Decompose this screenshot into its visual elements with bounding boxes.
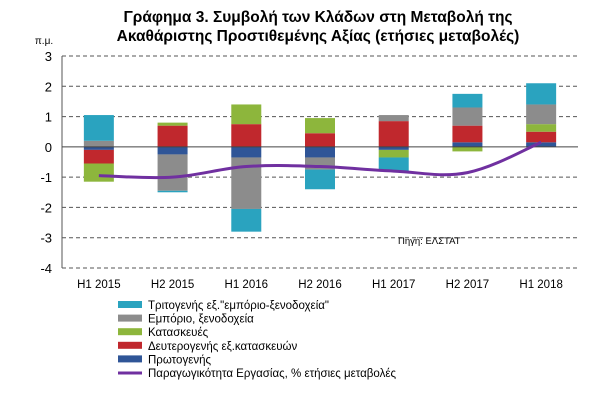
bar-segment <box>83 149 114 164</box>
bar-segment <box>83 146 114 150</box>
line-series <box>98 140 542 180</box>
productivity-line <box>98 140 542 180</box>
axes: -4 -3 -2 -1 0 1 2 3 H1 2015 H2 2015 H1 2016 H2 2016… <box>40 49 578 291</box>
y-tick-label: -3 <box>40 231 52 246</box>
bar-segment <box>452 125 483 143</box>
y-tick-label: 3 <box>45 49 52 64</box>
bar-segment <box>526 83 557 105</box>
bar-segment <box>305 133 335 147</box>
bar-segment <box>231 146 262 158</box>
bar-segment <box>305 146 335 158</box>
x-tick-label: H1 2016 <box>225 279 268 291</box>
bar-segment <box>157 146 188 155</box>
y-tick-label: 1 <box>45 110 52 125</box>
bars <box>83 83 557 232</box>
bar-segment <box>157 125 188 147</box>
bar-segment <box>526 131 557 143</box>
bar-segment <box>157 122 188 126</box>
bar-segment <box>83 140 114 147</box>
x-tick-label: H2 2017 <box>446 279 489 291</box>
legend-swatch <box>118 341 142 349</box>
bar-segment <box>305 118 335 134</box>
bar-segment <box>452 107 483 126</box>
bar-segment <box>83 163 114 182</box>
x-tick-label: H1 2017 <box>372 279 415 291</box>
y-tick-label: -4 <box>40 261 52 276</box>
x-tick-label: H2 2015 <box>151 279 194 291</box>
bar-segment <box>231 124 262 147</box>
bar-segment <box>452 146 483 152</box>
legend-label: Δευτερογενής εξ.κατασκευών <box>148 341 297 353</box>
bar-segment <box>378 149 409 158</box>
bar-segment <box>157 154 188 191</box>
bar-segment <box>452 142 483 147</box>
bar-segment <box>157 190 188 193</box>
legend-label: Τριτογενής εξ."εμπόριο-ξενοδοχεία" <box>148 300 329 312</box>
y-tick-label: -1 <box>40 170 52 185</box>
bar-segment <box>378 121 409 147</box>
y-tick-label: 0 <box>45 140 52 155</box>
bar-segment <box>526 142 557 147</box>
legend-label: Παραγωγικότητα Εργασίας, % ετήσιες μεταβ… <box>148 368 396 380</box>
bar-segment <box>378 115 409 122</box>
bar-segment <box>83 115 114 141</box>
x-tick-label: H2 2016 <box>298 279 341 291</box>
y-tick-label: -2 <box>40 200 52 215</box>
legend-label: Κατασκευές <box>148 327 209 339</box>
bar-segment <box>305 169 335 190</box>
y-axis-unit-label: π.μ. <box>35 36 53 47</box>
legend-swatch <box>118 328 142 336</box>
source-note: Πηγή: ΕΛΣΤΑΤ <box>398 236 461 247</box>
x-tick-label: H1 2015 <box>77 279 120 291</box>
bar-segment <box>231 104 262 125</box>
bar-segment <box>526 124 557 132</box>
bar-segment <box>231 208 262 232</box>
chart-title-line-1: Γράφημα 3. Συμβολή των Κλάδων στη Μεταβο… <box>123 9 512 26</box>
y-tick-label: 2 <box>45 79 52 94</box>
bar-segment <box>452 93 483 108</box>
bar-segment <box>378 157 409 172</box>
legend-swatch <box>118 314 142 322</box>
legend-label: Εμπόριο, ξενοδοχεία <box>148 314 254 326</box>
bar-segment <box>378 146 409 150</box>
bar-segment <box>526 104 557 125</box>
legend-swatch <box>118 301 142 308</box>
chart-title-line-2: Ακαθάριστης Προστιθεμένης Αξίας (ετήσιες… <box>117 28 520 45</box>
legend-label: Πρωτογενής <box>148 354 211 366</box>
legend-swatch <box>118 355 142 363</box>
x-tick-label: H1 2018 <box>519 279 562 291</box>
legend: Τριτογενής εξ."εμπόριο-ξενοδοχεία" Εμπόρι… <box>118 300 396 380</box>
